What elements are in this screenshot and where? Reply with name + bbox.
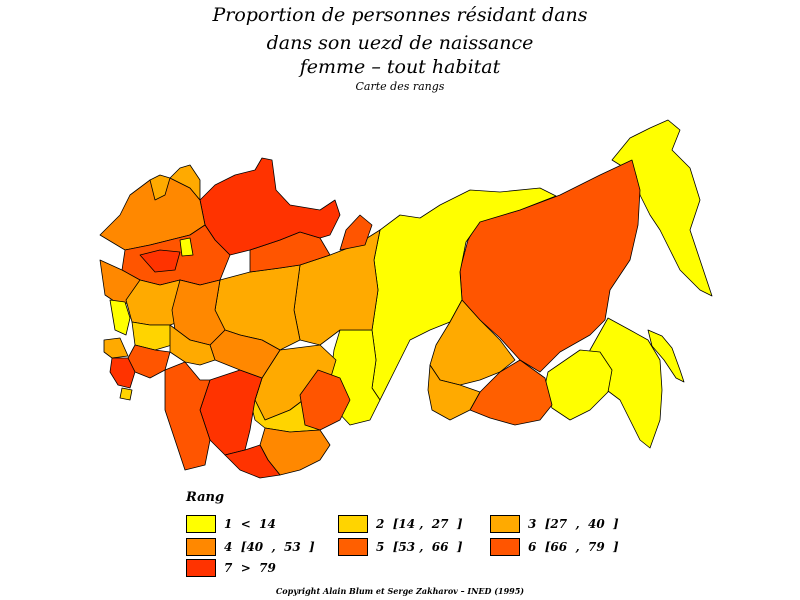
copyright-notice: Copyright Alain Blum et Serge Zakharov –… [275,586,525,596]
region-sakhalin [647,329,685,383]
region-georgia [103,337,129,359]
region-volga [171,279,226,346]
region-north-west [199,157,341,256]
legend-swatch-rank-2 [338,515,368,533]
region-kazakh-east [299,369,351,431]
region-eu-5 [179,237,194,257]
region-buryatia [427,364,481,421]
legend-label-rank-7: 7 > 79 [224,561,276,575]
region-central-asia-3 [224,444,281,479]
region-astrakhan [169,324,216,366]
legend-swatch-rank-6 [490,538,520,556]
legend-swatch-rank-1 [186,515,216,533]
map-title-line-3: femme – tout habitat [299,56,501,78]
legend-label-rank-6: 6 [66 , 79 ] [528,540,619,554]
region-eu-4 [139,249,181,273]
legend-item-rank-4: 4 [40 , 53 ] [186,537,315,557]
legend-label-rank-3: 3 [27 , 40 ] [528,517,619,531]
region-turkmen [164,361,211,471]
region-yamal [339,214,373,251]
region-eu-2 [149,174,171,201]
legend-label-rank-4: 4 [40 , 53 ] [224,540,315,554]
region-baltic [109,299,131,336]
map-title-line-2: dans son uezd de naissance [266,32,534,54]
region-irkutsk [429,299,516,386]
legend-item-rank-7: 7 > 79 [186,558,276,578]
legend-item-rank-3: 3 [27 , 40 ] [490,514,619,534]
region-karelia [169,164,201,201]
legend-item-rank-1: 1 < 14 [186,514,276,534]
legend-item-rank-2: 2 [14 , 27 ] [338,514,463,534]
map-subtitle: Carte des rangs [355,80,445,93]
map-title-line-1: Proportion de personnes résidant dans [212,4,588,26]
region-armenia [119,387,133,401]
legend-label-rank-2: 2 [14 , 27 ] [376,517,463,531]
legend-label-rank-1: 1 < 14 [224,517,276,531]
legend-swatch-rank-4 [186,538,216,556]
legend-label-rank-5: 5 [53 , 66 ] [376,540,463,554]
legend-swatch-rank-3 [490,515,520,533]
legend-swatch-rank-5 [338,538,368,556]
region-amur [543,349,613,421]
legend-swatch-rank-7 [186,559,216,577]
legend-item-rank-6: 6 [66 , 79 ] [490,537,619,557]
legend-item-rank-5: 5 [53 , 66 ] [338,537,463,557]
legend-title: Rang [186,490,225,505]
region-caucasus [109,357,136,389]
region-far-east-north [611,119,713,297]
